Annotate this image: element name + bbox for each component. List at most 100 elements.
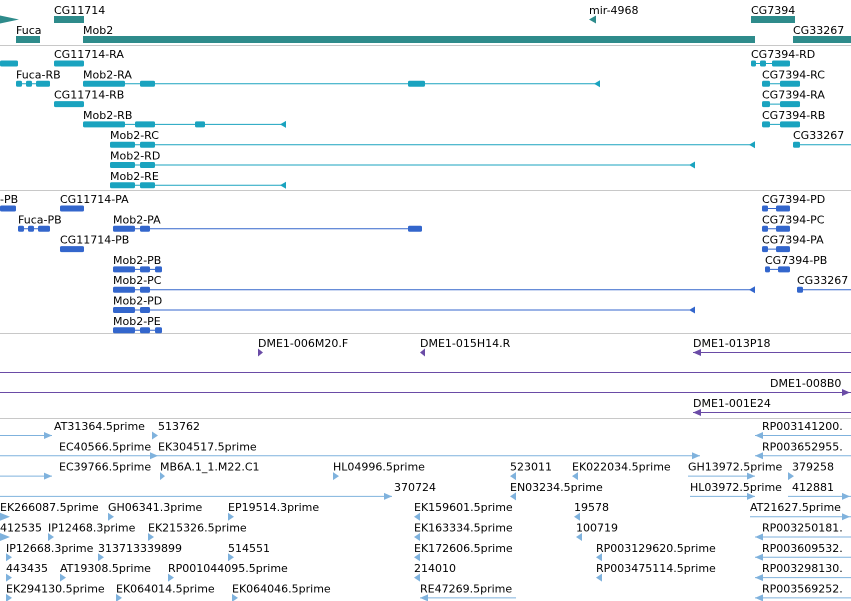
feature-cg11714-rb[interactable]: CG11714-RB <box>54 89 124 108</box>
feature-mob2-rc[interactable]: Mob2-RC <box>110 129 755 149</box>
feature-pb[interactable]: -PB <box>0 193 18 212</box>
feature-379258[interactable]: 379258 <box>788 461 834 481</box>
feature-412535[interactable]: 412535 <box>0 522 42 542</box>
feature-rp003475114-5prime[interactable]: RP003475114.5prime <box>596 562 716 582</box>
feature-mob2-pe[interactable]: Mob2-PE <box>113 315 162 334</box>
feature-cg7394-rc[interactable]: CG7394-RC <box>762 68 825 87</box>
feature[interactable] <box>0 60 18 67</box>
feature-19578[interactable]: 19578 <box>574 501 609 521</box>
feature-dme1-013p18[interactable]: DME1-013P18 <box>693 337 851 356</box>
feature-ec40566-5prime[interactable]: EC40566.5prime <box>0 440 158 460</box>
feature-100719[interactable]: 100719 <box>576 522 618 542</box>
feature-cg7394-pb[interactable]: CG7394-PB <box>765 254 827 273</box>
feature-label: DME1-001E24 <box>693 397 771 410</box>
feature-ek266087-5prime[interactable]: EK266087.5prime <box>0 501 99 521</box>
feature-rp003569252[interactable]: RP003569252. <box>755 582 851 601</box>
feature-514551[interactable]: 514551 <box>228 542 270 562</box>
strand-arrow <box>749 141 755 149</box>
feature-ek215326-5prime[interactable]: EK215326.5prime <box>148 522 247 542</box>
feature-gh13972-5prime[interactable]: GH13972.5prime <box>688 461 783 480</box>
feature-fuca-pb[interactable]: Fuca-PB <box>18 213 62 232</box>
feature-hl04996-5prime[interactable]: HL04996.5prime <box>333 461 425 481</box>
feature-rp003141200[interactable]: RP003141200. <box>755 420 851 439</box>
feature-mir-4968[interactable]: mir-4968 <box>589 4 639 24</box>
exon-block <box>797 286 803 293</box>
feature-label: RP003250181. <box>762 522 843 535</box>
feature-gh06341-3prime[interactable]: GH06341.3prime <box>108 501 203 521</box>
feature-rp003652955[interactable]: RP003652955. <box>755 440 851 460</box>
feature-cg33267[interactable]: CG33267 <box>793 129 851 148</box>
feature-mob2-rd[interactable]: Mob2-RD <box>110 150 695 169</box>
feature-rp003609532[interactable]: RP003609532. <box>755 542 851 561</box>
feature-cg7394[interactable]: CG7394 <box>751 4 795 23</box>
feature-cg11714-pa[interactable]: CG11714-PA <box>60 193 129 212</box>
feature-523011[interactable]: 523011 <box>510 461 552 481</box>
feature-cg11714-pb[interactable]: CG11714-PB <box>60 234 129 253</box>
feature-ek159601-5prime[interactable]: EK159601.5prime <box>414 501 513 521</box>
feature-cg7394-rd[interactable]: CG7394-RD <box>751 48 815 67</box>
feature-cg7394-pc[interactable]: CG7394-PC <box>762 213 825 232</box>
feature-cg7394-pd[interactable]: CG7394-PD <box>762 193 825 212</box>
feature-ek022034-5prime[interactable]: EK022034.5prime <box>572 461 671 481</box>
feature-ep19514-3prime[interactable]: EP19514.3prime <box>228 501 319 521</box>
feature-ek172606-5prime[interactable]: EK172606.5prime <box>414 542 513 562</box>
feature-en03234-5prime[interactable]: EN03234.5prime <box>510 481 603 501</box>
strand-arrow <box>258 348 263 357</box>
feature-dme1-001e24[interactable]: DME1-001E24 <box>693 397 851 416</box>
feature-mob2[interactable]: Mob2 <box>83 24 755 43</box>
feature-dme1-015h14-r[interactable]: DME1-015H14.R <box>420 337 511 357</box>
feature-214010[interactable]: 214010 <box>414 562 456 582</box>
strand-arrow <box>574 512 580 521</box>
feature-cg33267[interactable]: CG33267 <box>793 24 851 43</box>
feature-mob2-re[interactable]: Mob2-RE <box>110 170 286 189</box>
feature-fuca-rb[interactable]: Fuca-RB <box>16 68 61 87</box>
feature-fuca[interactable]: Fuca <box>16 24 42 43</box>
feature-rp003129620-5prime[interactable]: RP003129620.5prime <box>596 542 716 562</box>
feature-label: Mob2-PC <box>113 274 162 287</box>
feature-313713339899[interactable]: 313713339899 <box>98 542 182 562</box>
feature-at21627-5prime[interactable]: AT21627.5prime <box>750 501 851 521</box>
feature-re47269-5prime[interactable]: RE47269.5prime <box>420 582 516 601</box>
feature-rp003298130[interactable]: RP003298130. <box>755 562 851 582</box>
feature-cg7394-pa[interactable]: CG7394-PA <box>762 234 824 253</box>
feature-ek304517-5prime[interactable]: EK304517.5prime <box>158 440 700 460</box>
feature-dme1-008b0[interactable]: DME1-008B0 <box>0 377 851 396</box>
feature-rp001044095-5prime[interactable]: RP001044095.5prime <box>168 562 288 582</box>
feature-mob2-pd[interactable]: Mob2-PD <box>113 295 695 314</box>
feature-ec39766-5prime[interactable]: EC39766.5prime <box>0 461 151 480</box>
feature-cg11714-ra[interactable]: CG11714-RA <box>54 48 124 67</box>
feature-rp003250181[interactable]: RP003250181. <box>755 522 851 541</box>
feature-ek294130-5prime[interactable]: EK294130.5prime <box>6 582 105 601</box>
feature-cg11714[interactable]: CG11714 <box>54 4 105 23</box>
feature-cg33267[interactable]: CG33267 <box>797 274 851 293</box>
feature-hl03972-5prime[interactable]: HL03972.5prime <box>690 481 782 500</box>
feature-443435[interactable]: 443435 <box>6 562 48 582</box>
feature-mob2-rb[interactable]: Mob2-RB <box>83 109 286 128</box>
feature-label: 313713339899 <box>98 542 182 555</box>
feature-mob2-ra[interactable]: Mob2-RA <box>83 68 600 88</box>
feature-ip12668-3prime[interactable]: IP12668.3prime <box>6 542 94 562</box>
feature-370724[interactable]: 370724 <box>0 481 436 500</box>
feature-mob2-pa[interactable]: Mob2-PA <box>113 213 422 232</box>
feature-ek064014-5prime[interactable]: EK064014.5prime <box>116 582 215 601</box>
exon-block <box>155 266 162 273</box>
exon-block <box>140 80 155 87</box>
feature-at31364-5prime[interactable]: AT31364.5prime <box>0 420 145 439</box>
feature-dme1-006m20-f[interactable]: DME1-006M20.F <box>258 337 348 357</box>
feature-ek163334-5prime[interactable]: EK163334.5prime <box>414 522 513 542</box>
feature-at19308-5prime[interactable]: AT19308.5prime <box>60 562 151 582</box>
feature-ek064046-5prime[interactable]: EK064046.5prime <box>232 582 331 601</box>
feature-mb6a-1-1-m22-c1[interactable]: MB6A.1_1.M22.C1 <box>160 461 260 481</box>
feature-mob2-pb[interactable]: Mob2-PB <box>113 254 162 273</box>
feature[interactable] <box>0 15 19 24</box>
exon-block <box>110 141 135 148</box>
feature-cg7394-rb[interactable]: CG7394-RB <box>762 109 825 128</box>
feature-412881[interactable]: 412881 <box>788 481 851 500</box>
feature-mob2-pc[interactable]: Mob2-PC <box>113 274 755 294</box>
feature-513762[interactable]: 513762 <box>152 420 200 440</box>
feature-ip12468-3prime[interactable]: IP12468.3prime <box>48 522 136 542</box>
feature-label: CG11714-PB <box>60 234 129 247</box>
feature-cg7394-ra[interactable]: CG7394-RA <box>762 89 825 108</box>
